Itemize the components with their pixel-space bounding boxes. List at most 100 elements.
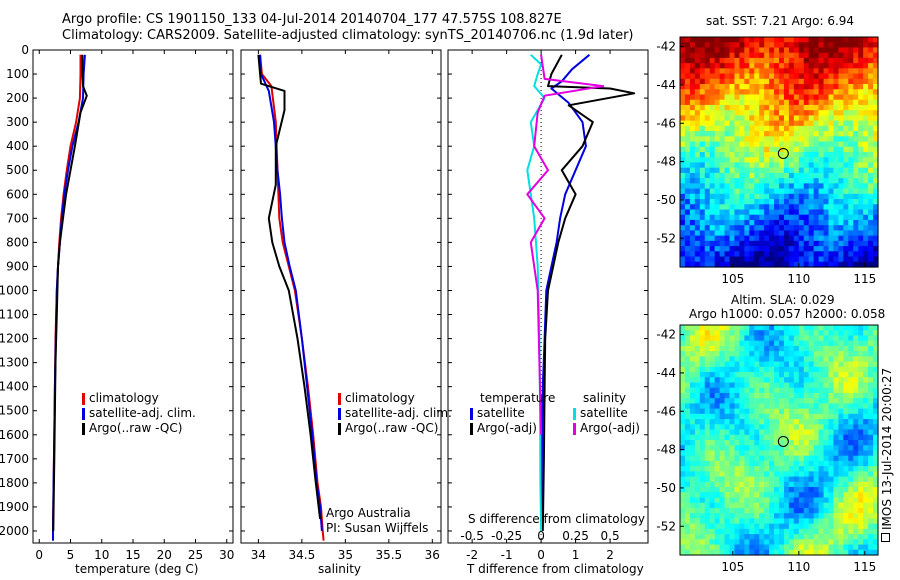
map-cell [843, 366, 849, 373]
map-cell [719, 178, 726, 184]
map-cell [749, 172, 755, 179]
map-cell [853, 455, 859, 462]
map-cell [843, 73, 849, 80]
map-cell [729, 188, 736, 195]
map-cell [734, 502, 740, 509]
map-cell [788, 99, 795, 106]
map-cell [744, 372, 750, 378]
map-cell [744, 235, 750, 242]
map-cell [779, 434, 785, 441]
map-cell [779, 481, 785, 488]
map-cell [848, 544, 854, 551]
lat-tick-label: -50 [656, 481, 676, 495]
legend-satellite-t: satellite [477, 406, 525, 420]
map-cell [744, 78, 750, 85]
map-cell [858, 157, 864, 164]
map-cell [863, 544, 869, 551]
map-cell [779, 528, 785, 535]
map-cell [769, 356, 775, 363]
map-cell [719, 356, 726, 363]
map-cell [858, 455, 864, 462]
map-cell [719, 398, 726, 405]
map-cell [798, 366, 805, 373]
map-cell [818, 497, 825, 504]
map-cell [843, 251, 849, 258]
map-cell [868, 193, 874, 200]
map-cell [734, 167, 740, 174]
map-cell [769, 408, 775, 415]
map-cell [714, 141, 721, 148]
map-cell [699, 372, 706, 378]
map-cell [689, 492, 696, 499]
map-cell [729, 84, 736, 90]
map-cell [734, 146, 740, 153]
map-cell [709, 240, 716, 247]
map-cell [744, 513, 750, 520]
map-cell [689, 549, 696, 556]
map-cell [724, 57, 731, 64]
map-cell [828, 94, 835, 101]
map-cell [709, 345, 716, 352]
map-cell [680, 84, 686, 90]
map-cell [813, 37, 820, 43]
map-cell [808, 471, 815, 478]
map-cell [779, 125, 785, 132]
map-cell [779, 68, 785, 75]
map-cell [803, 125, 810, 132]
map-cell [724, 246, 731, 252]
map-cell [873, 539, 879, 546]
map-cell [704, 246, 711, 252]
map-cell [729, 345, 736, 352]
map-cell [699, 340, 706, 347]
map-cell [729, 251, 736, 258]
map-cell [759, 162, 765, 169]
map-cell [694, 89, 701, 96]
map-cell [754, 199, 760, 205]
map-cell [843, 325, 849, 331]
map-cell [823, 240, 830, 247]
map-cell [709, 413, 716, 420]
map-cell [793, 507, 800, 514]
map-cell [709, 188, 716, 195]
map-cell [724, 219, 731, 226]
map-cell [759, 178, 765, 184]
map-cell [783, 193, 790, 200]
map-cell [853, 94, 859, 101]
x-tick-label: 35.5 [375, 548, 402, 562]
map-cell [823, 120, 830, 127]
map-cell [863, 225, 869, 232]
map-cell [729, 157, 736, 164]
map-cell [818, 52, 825, 59]
map-cell [680, 115, 686, 122]
map-cell [828, 403, 835, 410]
map-cell [833, 366, 839, 373]
map-cell [759, 131, 765, 137]
map-cell [873, 178, 879, 184]
map-cell [783, 476, 790, 483]
map-cell [808, 481, 815, 488]
satellite-s-swatch [573, 407, 576, 420]
s-tick-label: 0.25 [562, 529, 589, 543]
map-cell [818, 507, 825, 514]
map-cell [704, 146, 711, 153]
map-cell [709, 110, 716, 117]
map-cell [873, 351, 879, 357]
map-cell [704, 193, 711, 200]
map-cell [853, 445, 859, 452]
map-cell [719, 492, 726, 499]
map-cell [709, 366, 716, 373]
map-cell [798, 361, 805, 368]
map-cell [848, 392, 854, 399]
map-cell [680, 429, 686, 436]
map-cell [863, 424, 869, 431]
map-cell [724, 104, 731, 111]
map-cell [689, 528, 696, 535]
map-cell [699, 120, 706, 127]
map-cell [764, 162, 770, 169]
map-cell [873, 125, 879, 132]
map-cell [694, 104, 701, 111]
map-cell [714, 199, 721, 205]
map-cell [754, 523, 760, 530]
map-cell [759, 440, 765, 446]
